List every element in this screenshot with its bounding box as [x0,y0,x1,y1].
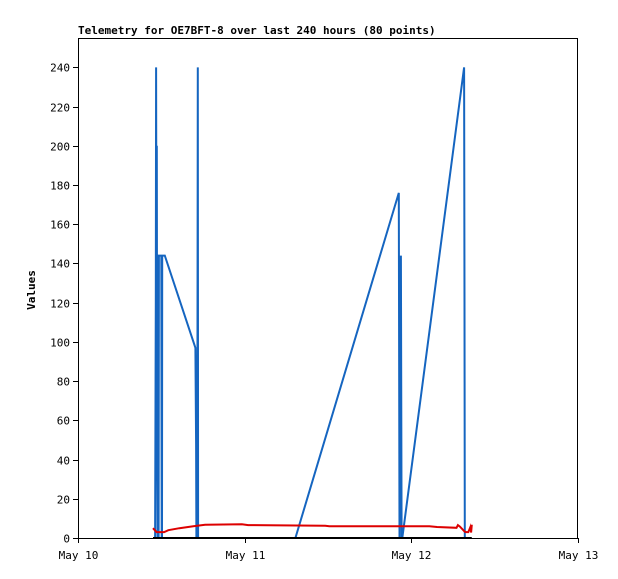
x-tick-label: May 11 [226,549,266,562]
y-tick-label: 20 [57,494,70,507]
y-tick-label: 140 [50,258,70,271]
y-tick-label: 220 [50,102,70,115]
series-line-2 [152,523,473,534]
y-axis-ticks: 0 20 40 60 80 100 120 140 160 180 200 220 240 [50,62,78,546]
y-tick-label: 160 [50,219,70,232]
y-tick-label: 180 [50,180,70,193]
y-tick-label: 200 [50,141,70,154]
x-tick-label: May 13 [559,549,599,562]
y-tick-label: 60 [57,415,70,428]
plot-background [78,38,578,538]
plot-frame [78,38,578,539]
y-tick-label: 80 [57,376,70,389]
y-axis-label: Values [25,270,38,310]
y-tick-label: 120 [50,298,70,311]
y-tick-label: 0 [63,533,70,546]
y-tick-label: 100 [50,337,70,350]
y-tick-label: 40 [57,455,70,468]
chart-title: Telemetry for OE7BFT-8 over last 240 hou… [78,24,436,37]
x-axis-ticks: May 10 May 11 May 12 May 13 [59,538,599,562]
x-tick-label: May 10 [59,549,99,562]
y-tick-label: 240 [50,62,70,75]
x-tick-label: May 12 [392,549,432,562]
